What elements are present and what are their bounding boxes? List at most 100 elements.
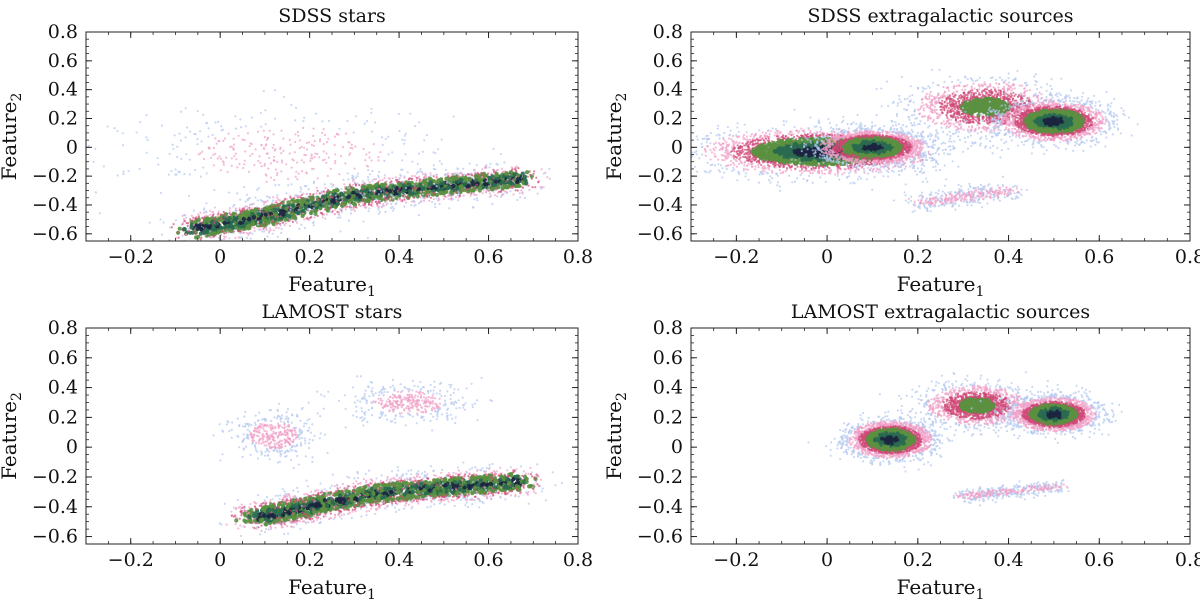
data-point bbox=[244, 205, 247, 208]
data-point bbox=[823, 172, 826, 175]
data-point bbox=[724, 151, 727, 154]
data-point bbox=[908, 165, 912, 168]
data-point bbox=[237, 134, 240, 137]
data-point bbox=[494, 173, 499, 178]
data-point bbox=[533, 170, 536, 173]
data-point bbox=[264, 123, 267, 126]
data-point bbox=[853, 182, 856, 185]
data-point bbox=[380, 136, 383, 139]
data-point bbox=[811, 181, 814, 184]
data-point bbox=[753, 168, 757, 171]
data-point bbox=[305, 141, 308, 145]
data-point bbox=[784, 135, 787, 138]
data-point bbox=[471, 182, 476, 187]
data-point bbox=[867, 172, 870, 175]
data-point bbox=[203, 207, 206, 210]
data-point bbox=[172, 223, 175, 226]
data-point bbox=[441, 181, 446, 186]
data-point bbox=[723, 171, 726, 174]
data-point bbox=[170, 226, 173, 229]
data-point bbox=[257, 223, 260, 226]
data-point bbox=[185, 126, 189, 129]
data-point bbox=[427, 195, 430, 198]
data-point bbox=[391, 197, 394, 200]
data-point bbox=[368, 189, 371, 192]
plot-frame bbox=[85, 31, 579, 242]
data-point bbox=[518, 192, 521, 195]
data-point bbox=[329, 207, 332, 210]
data-point bbox=[187, 227, 190, 230]
data-point bbox=[434, 152, 437, 155]
data-point bbox=[684, 145, 686, 147]
data-point bbox=[314, 196, 317, 199]
data-point bbox=[199, 175, 202, 178]
data-point bbox=[363, 202, 367, 205]
data-point bbox=[294, 219, 297, 223]
data-point bbox=[194, 168, 197, 171]
data-point bbox=[695, 135, 698, 138]
data-point bbox=[179, 139, 182, 142]
data-point bbox=[717, 142, 721, 145]
data-point bbox=[471, 187, 476, 193]
data-point bbox=[377, 174, 380, 177]
data-point bbox=[252, 202, 255, 205]
data-point bbox=[824, 180, 827, 183]
data-point bbox=[187, 230, 190, 233]
data-point bbox=[701, 137, 704, 140]
data-point bbox=[302, 192, 305, 195]
data-point bbox=[737, 171, 740, 174]
data-point bbox=[175, 173, 178, 176]
data-point bbox=[275, 199, 278, 202]
data-point bbox=[251, 225, 254, 228]
data-point bbox=[442, 197, 445, 200]
data-point bbox=[335, 197, 338, 200]
data-point bbox=[175, 155, 179, 159]
data-point bbox=[341, 146, 344, 149]
data-point bbox=[381, 143, 384, 146]
data-point bbox=[335, 186, 338, 189]
data-point bbox=[516, 173, 521, 178]
data-point bbox=[231, 211, 236, 216]
data-point bbox=[435, 197, 438, 200]
data-point bbox=[885, 169, 888, 172]
data-point bbox=[182, 218, 186, 221]
data-point bbox=[464, 174, 468, 177]
data-point bbox=[266, 199, 269, 202]
data-point bbox=[396, 178, 399, 182]
data-point bbox=[426, 179, 429, 182]
data-point bbox=[489, 162, 492, 165]
data-point bbox=[948, 153, 952, 156]
data-point bbox=[171, 143, 174, 146]
data-point bbox=[213, 188, 216, 192]
data-point bbox=[657, 153, 659, 155]
data-point bbox=[199, 227, 204, 232]
data-point bbox=[843, 171, 846, 174]
data-point bbox=[325, 207, 330, 212]
data-point bbox=[380, 206, 383, 209]
data-point bbox=[785, 120, 788, 123]
y-tick-label: 0.8 bbox=[48, 21, 78, 43]
data-point bbox=[321, 159, 324, 162]
data-point bbox=[316, 214, 319, 217]
data-point bbox=[381, 178, 384, 182]
data-point bbox=[506, 184, 511, 189]
data-point bbox=[223, 225, 228, 230]
data-point bbox=[493, 194, 497, 197]
data-point bbox=[242, 207, 245, 210]
data-point bbox=[350, 209, 353, 212]
data-point bbox=[750, 133, 754, 136]
data-point bbox=[750, 165, 754, 168]
data-point bbox=[239, 232, 242, 235]
data-point bbox=[508, 173, 511, 176]
data-point bbox=[523, 196, 527, 200]
data-point bbox=[273, 178, 276, 182]
data-point bbox=[326, 188, 330, 191]
data-point bbox=[500, 167, 503, 170]
data-point bbox=[232, 147, 235, 150]
data-point bbox=[425, 189, 430, 194]
data-point bbox=[307, 207, 310, 210]
data-point bbox=[525, 170, 530, 175]
data-point bbox=[858, 175, 861, 178]
data-point bbox=[492, 147, 495, 150]
